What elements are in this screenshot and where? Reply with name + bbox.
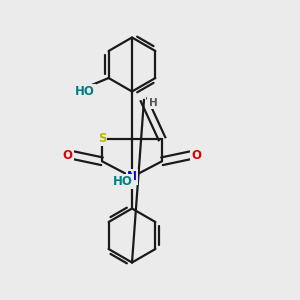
Text: H: H: [148, 98, 158, 108]
Text: HO: HO: [113, 175, 133, 188]
Text: O: O: [191, 149, 202, 162]
Text: HO: HO: [75, 85, 94, 98]
Text: S: S: [98, 132, 106, 145]
Text: N: N: [127, 170, 137, 184]
Text: O: O: [62, 149, 73, 162]
